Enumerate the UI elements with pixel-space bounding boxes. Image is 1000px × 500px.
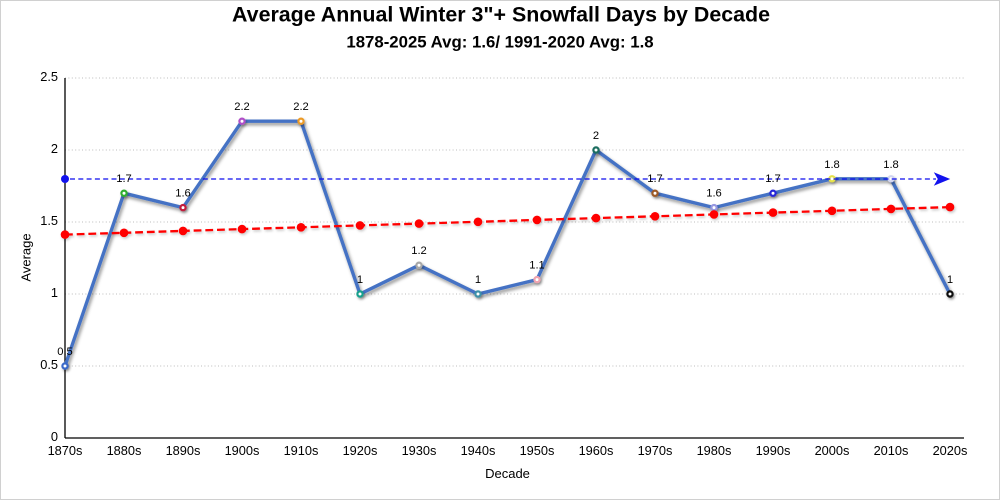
svg-text:0.5: 0.5 bbox=[57, 346, 73, 358]
svg-text:1.8: 1.8 bbox=[883, 159, 899, 171]
svg-text:1900s: 1900s bbox=[225, 443, 260, 458]
svg-text:Decade: Decade bbox=[485, 466, 530, 481]
svg-text:1.7: 1.7 bbox=[765, 173, 781, 185]
svg-text:1930s: 1930s bbox=[402, 443, 437, 458]
svg-text:1910s: 1910s bbox=[284, 443, 319, 458]
svg-text:1.2: 1.2 bbox=[411, 245, 427, 257]
svg-text:1940s: 1940s bbox=[461, 443, 496, 458]
svg-text:2: 2 bbox=[593, 130, 599, 142]
svg-text:1970s: 1970s bbox=[638, 443, 673, 458]
svg-text:1: 1 bbox=[51, 285, 58, 300]
svg-text:Average Annual Winter 3"+ Snow: Average Annual Winter 3"+ Snowfall Days … bbox=[232, 3, 770, 27]
svg-text:1890s: 1890s bbox=[166, 443, 201, 458]
svg-text:1870s: 1870s bbox=[48, 443, 83, 458]
svg-text:2: 2 bbox=[51, 141, 58, 156]
svg-text:2.2: 2.2 bbox=[293, 101, 309, 113]
svg-text:1: 1 bbox=[357, 274, 363, 286]
svg-text:1920s: 1920s bbox=[343, 443, 378, 458]
svg-text:Average: Average bbox=[19, 233, 34, 281]
svg-text:1.5: 1.5 bbox=[40, 213, 58, 228]
svg-text:1980s: 1980s bbox=[697, 443, 732, 458]
svg-text:1990s: 1990s bbox=[756, 443, 791, 458]
svg-text:2.2: 2.2 bbox=[234, 101, 250, 113]
svg-text:2010s: 2010s bbox=[874, 443, 909, 458]
svg-text:1: 1 bbox=[947, 274, 953, 286]
svg-text:1: 1 bbox=[475, 274, 481, 286]
svg-text:1878-2025 Avg: 1.6/ 1991-2020: 1878-2025 Avg: 1.6/ 1991-2020 Avg: 1.8 bbox=[346, 33, 653, 52]
svg-text:2020s: 2020s bbox=[933, 443, 968, 458]
svg-text:1950s: 1950s bbox=[520, 443, 555, 458]
svg-text:1.1: 1.1 bbox=[529, 260, 545, 272]
svg-text:1.6: 1.6 bbox=[706, 188, 722, 200]
svg-text:0.5: 0.5 bbox=[40, 357, 58, 372]
svg-text:1960s: 1960s bbox=[579, 443, 614, 458]
svg-text:1.7: 1.7 bbox=[647, 173, 663, 185]
svg-text:0: 0 bbox=[51, 429, 58, 444]
svg-text:1.8: 1.8 bbox=[824, 159, 840, 171]
svg-text:1.7: 1.7 bbox=[116, 173, 132, 185]
svg-text:2000s: 2000s bbox=[815, 443, 850, 458]
svg-text:2.5: 2.5 bbox=[40, 69, 58, 84]
svg-text:1880s: 1880s bbox=[107, 443, 142, 458]
svg-text:1.6: 1.6 bbox=[175, 188, 191, 200]
